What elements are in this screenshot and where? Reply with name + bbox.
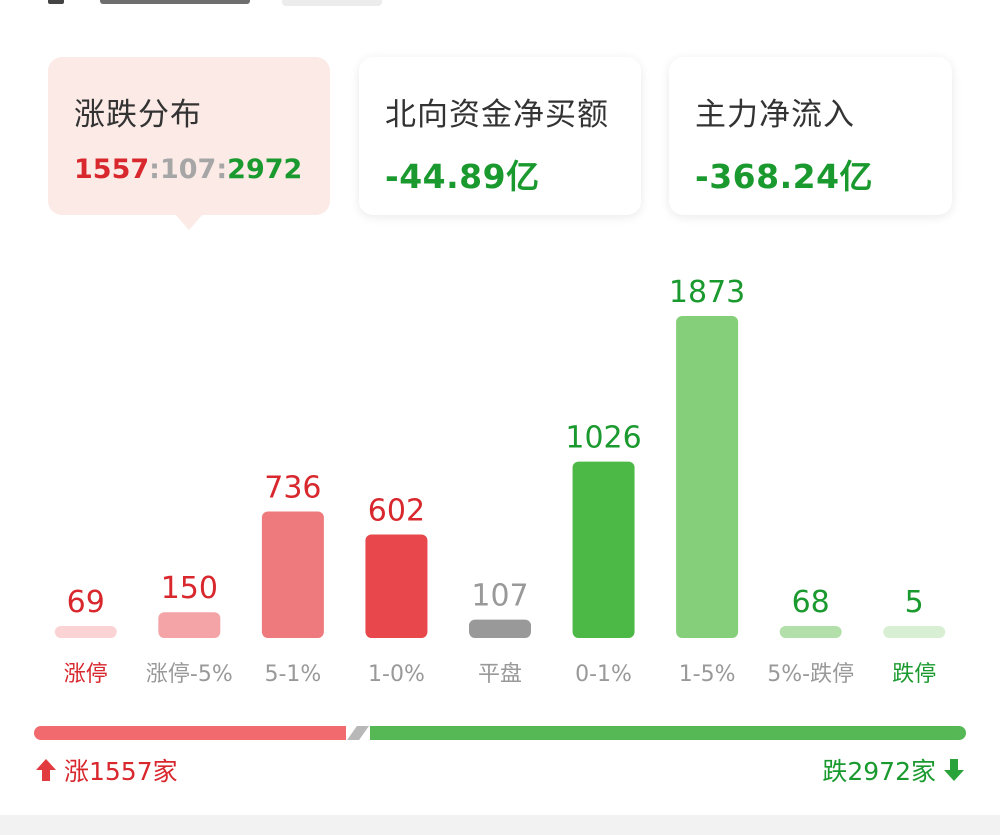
flat-count: 107 <box>159 154 217 185</box>
category-label: 跌停 <box>892 662 936 687</box>
category-label: 5-1% <box>264 662 321 687</box>
bar-8[interactable] <box>883 626 946 638</box>
bar-0[interactable] <box>54 626 117 638</box>
bar-value-label: 1026 <box>565 421 641 456</box>
bar-value-label: 107 <box>471 579 528 614</box>
bar-value-label: 68 <box>792 585 830 620</box>
category-label: 1-5% <box>679 662 736 687</box>
rise-count: 1557 <box>74 154 150 185</box>
category-label: 5%-跌停 <box>767 662 854 687</box>
bar-2[interactable] <box>261 511 324 638</box>
bar-3[interactable] <box>365 534 428 638</box>
bar-5[interactable] <box>572 461 635 638</box>
fall-segment <box>370 726 966 740</box>
bar-4[interactable] <box>469 619 531 638</box>
category-label: 涨停 <box>64 662 108 687</box>
active-card-pointer <box>175 214 203 230</box>
clipped-title <box>100 0 250 4</box>
bar-value-label: 602 <box>368 494 425 529</box>
bar-7[interactable] <box>779 626 842 638</box>
distribution-chart: 69 涨停 150 涨停-5% 736 5-1% 602 1-0% 107 平盘 1026 0-1% 1… <box>54 275 946 687</box>
arrow-down-icon <box>944 759 964 781</box>
category-label: 涨停-5% <box>146 662 233 687</box>
fall-summary-label: 跌2972家 <box>822 757 936 786</box>
card-title: 北向资金净买额 <box>385 97 609 133</box>
ratio-separator: : <box>149 154 160 185</box>
clipped-tab <box>282 0 382 6</box>
bar-1[interactable] <box>158 612 221 638</box>
clipped-icon <box>48 0 64 4</box>
bar-value-label: 150 <box>161 571 218 606</box>
card-title: 主力净流入 <box>695 97 855 133</box>
fall-count: 2972 <box>227 154 303 185</box>
northbound-net-buy-value: -44.89亿 <box>385 157 540 196</box>
card-title: 涨跌分布 <box>74 97 202 133</box>
bottom-divider <box>0 815 1000 835</box>
category-label: 1-0% <box>368 662 425 687</box>
main-net-inflow-card[interactable]: 主力净流入 -368.24亿 <box>669 57 952 215</box>
bar-value-label: 1873 <box>669 275 745 310</box>
arrow-up-icon <box>36 759 56 781</box>
rise-fall-distribution-card[interactable]: 涨跌分布 1557:107:2972 <box>48 57 330 215</box>
category-label: 平盘 <box>478 662 522 687</box>
rise-fall-summary-bar <box>34 726 966 740</box>
rise-summary-label: 涨1557家 <box>64 757 178 786</box>
bar-6[interactable] <box>676 316 739 638</box>
main-net-inflow-value: -368.24亿 <box>695 157 874 196</box>
clipped-header <box>0 0 1000 12</box>
ratio-separator: : <box>216 154 228 185</box>
flat-segment <box>347 726 370 740</box>
bar-value-label: 5 <box>905 585 924 620</box>
rise-segment <box>34 726 347 740</box>
bar-value-label: 69 <box>67 585 105 620</box>
rise-summary: 涨1557家 <box>34 752 178 788</box>
category-label: 0-1% <box>575 662 632 687</box>
rise-fall-ratio: 1557:107:2972 <box>74 154 330 185</box>
fall-summary: 跌2972家 <box>822 752 966 788</box>
bar-value-label: 736 <box>264 470 321 505</box>
northbound-net-buy-card[interactable]: 北向资金净买额 -44.89亿 <box>359 57 641 215</box>
